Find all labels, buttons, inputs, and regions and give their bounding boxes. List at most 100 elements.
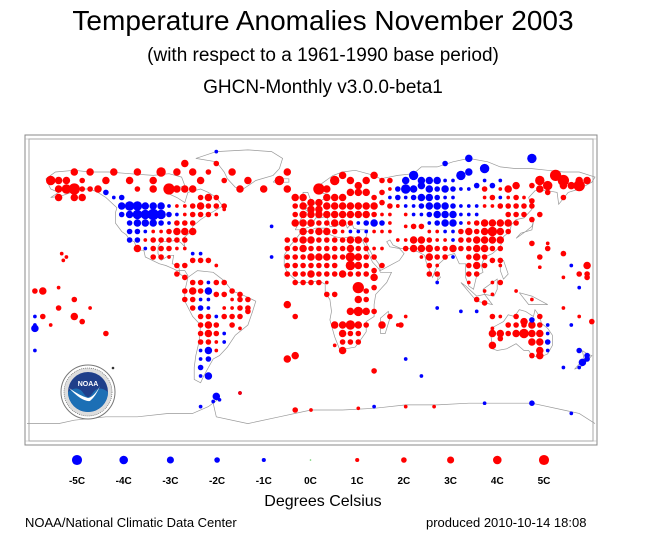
- cold-anomaly-point: [197, 364, 204, 371]
- warm-anomaly-point: [340, 229, 345, 234]
- warm-anomaly-point: [583, 261, 591, 270]
- warm-anomaly-point: [473, 228, 480, 235]
- cold-anomaly-point: [482, 178, 487, 183]
- warm-anomaly-point: [205, 257, 212, 264]
- warm-anomaly-point: [363, 237, 370, 243]
- warm-anomaly-point: [156, 167, 166, 177]
- warm-anomaly-point: [380, 212, 384, 217]
- warm-anomaly-point: [346, 307, 355, 316]
- cold-anomaly-point: [410, 194, 417, 201]
- cold-anomaly-point: [118, 194, 125, 201]
- warm-anomaly-point: [362, 210, 370, 219]
- cold-anomaly-point: [443, 195, 447, 200]
- warm-anomaly-point: [458, 245, 464, 252]
- warm-anomaly-point: [330, 175, 340, 186]
- legend-label: 2C: [397, 476, 411, 487]
- warm-anomaly-point: [323, 185, 331, 193]
- warm-anomaly-point: [316, 279, 322, 286]
- warm-anomaly-point: [425, 253, 434, 261]
- warm-anomaly-point: [443, 238, 447, 242]
- warm-anomaly-point: [473, 296, 480, 303]
- cold-anomaly-point: [479, 163, 490, 174]
- warm-anomaly-point: [370, 171, 378, 180]
- warm-anomaly-point: [513, 203, 519, 209]
- warm-anomaly-point: [197, 313, 204, 320]
- warm-anomaly-point: [292, 279, 299, 286]
- warm-anomaly-point: [174, 262, 180, 269]
- cold-anomaly-point: [451, 238, 455, 242]
- warm-anomaly-point: [205, 169, 212, 175]
- cold-anomaly-point: [132, 209, 143, 220]
- cold-anomaly-point: [465, 168, 473, 176]
- coastline-segment: [499, 260, 509, 280]
- legend-swatch: [401, 457, 407, 463]
- logo-text: NOAA: [78, 381, 99, 388]
- warm-anomaly-point: [535, 175, 545, 186]
- warm-anomaly-point: [61, 258, 66, 263]
- cold-anomaly-point: [417, 193, 426, 202]
- warm-anomaly-point: [102, 176, 110, 185]
- coastline-segment: [184, 270, 257, 384]
- warm-anomaly-point: [363, 271, 370, 277]
- warm-anomaly-point: [380, 246, 384, 251]
- warm-anomaly-point: [497, 279, 504, 286]
- warm-anomaly-point: [346, 188, 355, 197]
- cold-anomaly-point: [434, 220, 441, 226]
- warm-anomaly-point: [323, 202, 331, 210]
- legend-label: 4C: [490, 476, 504, 487]
- warm-anomaly-point: [362, 188, 370, 197]
- warm-anomaly-point: [513, 211, 519, 218]
- warm-anomaly-point: [537, 313, 543, 320]
- warm-anomaly-point: [488, 219, 497, 227]
- warm-anomaly-point: [379, 199, 385, 206]
- warm-anomaly-point: [213, 279, 220, 286]
- warm-anomaly-point: [363, 245, 370, 252]
- warm-anomaly-point: [300, 254, 306, 260]
- warm-anomaly-point: [338, 219, 347, 227]
- cold-anomaly-point: [401, 176, 410, 185]
- warm-anomaly-point: [182, 246, 187, 251]
- warm-anomaly-point: [222, 207, 227, 212]
- warm-anomaly-point: [567, 181, 576, 190]
- warm-anomaly-point: [387, 203, 393, 209]
- warm-anomaly-point: [182, 288, 188, 294]
- cold-anomaly-point: [206, 297, 211, 302]
- warm-anomaly-point: [354, 202, 363, 210]
- warm-anomaly-point: [324, 262, 330, 269]
- warm-anomaly-point: [181, 227, 189, 236]
- warm-anomaly-point: [513, 220, 519, 226]
- warm-anomaly-point: [221, 203, 227, 209]
- warm-anomaly-point: [94, 185, 102, 193]
- cold-anomaly-point: [465, 154, 473, 163]
- warm-anomaly-point: [308, 245, 314, 252]
- cold-anomaly-point: [561, 365, 566, 370]
- cold-anomaly-point: [459, 204, 463, 208]
- warm-anomaly-point: [276, 177, 283, 184]
- warm-anomaly-point: [70, 168, 79, 176]
- warm-anomaly-point: [330, 321, 339, 329]
- cold-anomaly-point: [126, 237, 133, 243]
- warm-anomaly-point: [480, 236, 489, 244]
- warm-anomaly-point: [354, 236, 363, 244]
- warm-anomaly-point: [292, 237, 299, 243]
- warm-anomaly-point: [345, 252, 356, 262]
- warm-anomaly-point: [323, 227, 331, 236]
- warm-anomaly-point: [331, 245, 338, 252]
- warm-anomaly-point: [46, 175, 56, 186]
- warm-anomaly-point: [355, 245, 362, 252]
- warm-anomaly-point: [291, 351, 299, 360]
- warm-anomaly-point: [238, 326, 242, 331]
- cold-anomaly-point: [175, 212, 179, 217]
- cold-anomaly-point: [450, 203, 456, 209]
- warm-anomaly-point: [466, 237, 472, 243]
- warm-anomaly-point: [466, 271, 472, 277]
- cold-anomaly-point: [388, 195, 392, 200]
- cold-anomaly-point: [364, 229, 369, 234]
- warm-anomaly-point: [489, 313, 496, 320]
- warm-anomaly-point: [313, 183, 325, 195]
- warm-anomaly-point: [370, 273, 378, 282]
- warm-anomaly-point: [442, 254, 448, 260]
- warm-anomaly-point: [330, 193, 339, 202]
- warm-anomaly-point: [197, 288, 204, 294]
- warm-anomaly-point: [197, 339, 204, 345]
